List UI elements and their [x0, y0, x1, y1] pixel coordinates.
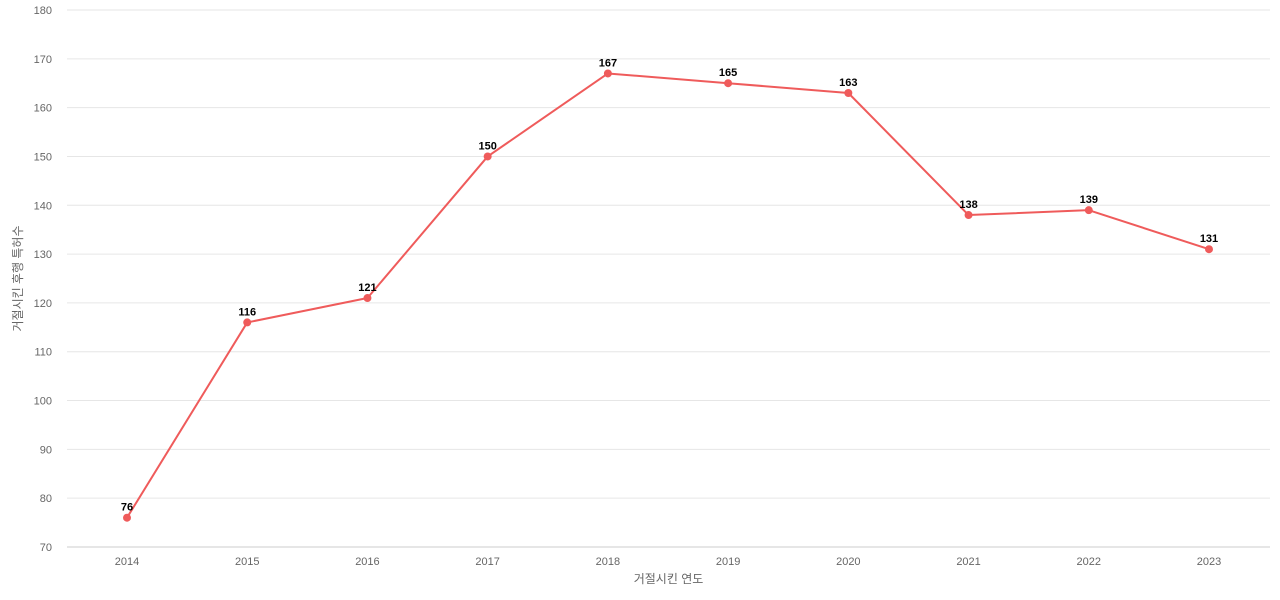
x-tick-label: 2015	[235, 556, 259, 568]
y-tick-label: 150	[34, 151, 52, 163]
data-label: 163	[839, 77, 857, 89]
data-label: 165	[719, 67, 737, 79]
data-points	[123, 69, 1213, 522]
data-point[interactable]	[724, 79, 733, 88]
data-labels: 76 116 121 150 167 165 163 138 139 131	[121, 57, 1218, 513]
y-axis-ticks: 70 80 90 100 110 120 130 140 150 160 170 180	[34, 5, 52, 554]
x-tick-label: 2023	[1197, 556, 1221, 568]
y-tick-label: 80	[40, 493, 52, 505]
y-tick-label: 90	[40, 444, 52, 456]
y-tick-label: 100	[34, 396, 52, 408]
x-tick-label: 2017	[475, 556, 499, 568]
y-tick-label: 170	[34, 54, 52, 66]
data-point[interactable]	[1205, 245, 1213, 254]
series-line	[126, 72, 1210, 519]
data-point[interactable]	[363, 294, 372, 303]
data-label: 131	[1200, 233, 1218, 245]
y-tick-label: 130	[34, 249, 52, 261]
data-label: 116	[238, 306, 256, 318]
data-label: 167	[599, 57, 617, 69]
data-label: 138	[959, 199, 977, 211]
data-point[interactable]	[243, 318, 252, 327]
data-point[interactable]	[844, 88, 853, 97]
grid-lines	[67, 9, 1270, 499]
x-tick-label: 2021	[956, 556, 980, 568]
x-axis-ticks: 2014 2015 2016 2017 2018 2019 2020 2021 2022 2023	[115, 556, 1221, 568]
y-tick-label: 180	[34, 5, 52, 17]
x-tick-label: 2014	[115, 556, 139, 568]
x-tick-label: 2019	[716, 556, 740, 568]
data-label: 150	[478, 140, 496, 152]
y-tick-label: 70	[40, 542, 52, 554]
x-axis-title: 거절시킨 연도	[634, 572, 704, 586]
y-tick-label: 160	[34, 103, 52, 115]
data-point[interactable]	[483, 152, 492, 161]
data-label: 76	[121, 502, 133, 514]
data-point[interactable]	[1084, 206, 1093, 215]
data-point[interactable]	[123, 513, 131, 522]
x-tick-label: 2022	[1077, 556, 1101, 568]
x-tick-label: 2018	[596, 556, 620, 568]
data-point[interactable]	[964, 211, 973, 220]
y-tick-label: 140	[34, 200, 52, 212]
data-label: 139	[1080, 194, 1098, 206]
y-tick-label: 110	[34, 347, 52, 359]
y-axis-title: 거절시킨 후행 특허수	[10, 225, 25, 331]
x-tick-label: 2016	[355, 556, 379, 568]
y-tick-label: 120	[34, 298, 52, 310]
x-tick-label: 2020	[836, 556, 860, 568]
data-label: 121	[358, 282, 376, 294]
data-point[interactable]	[603, 69, 612, 78]
